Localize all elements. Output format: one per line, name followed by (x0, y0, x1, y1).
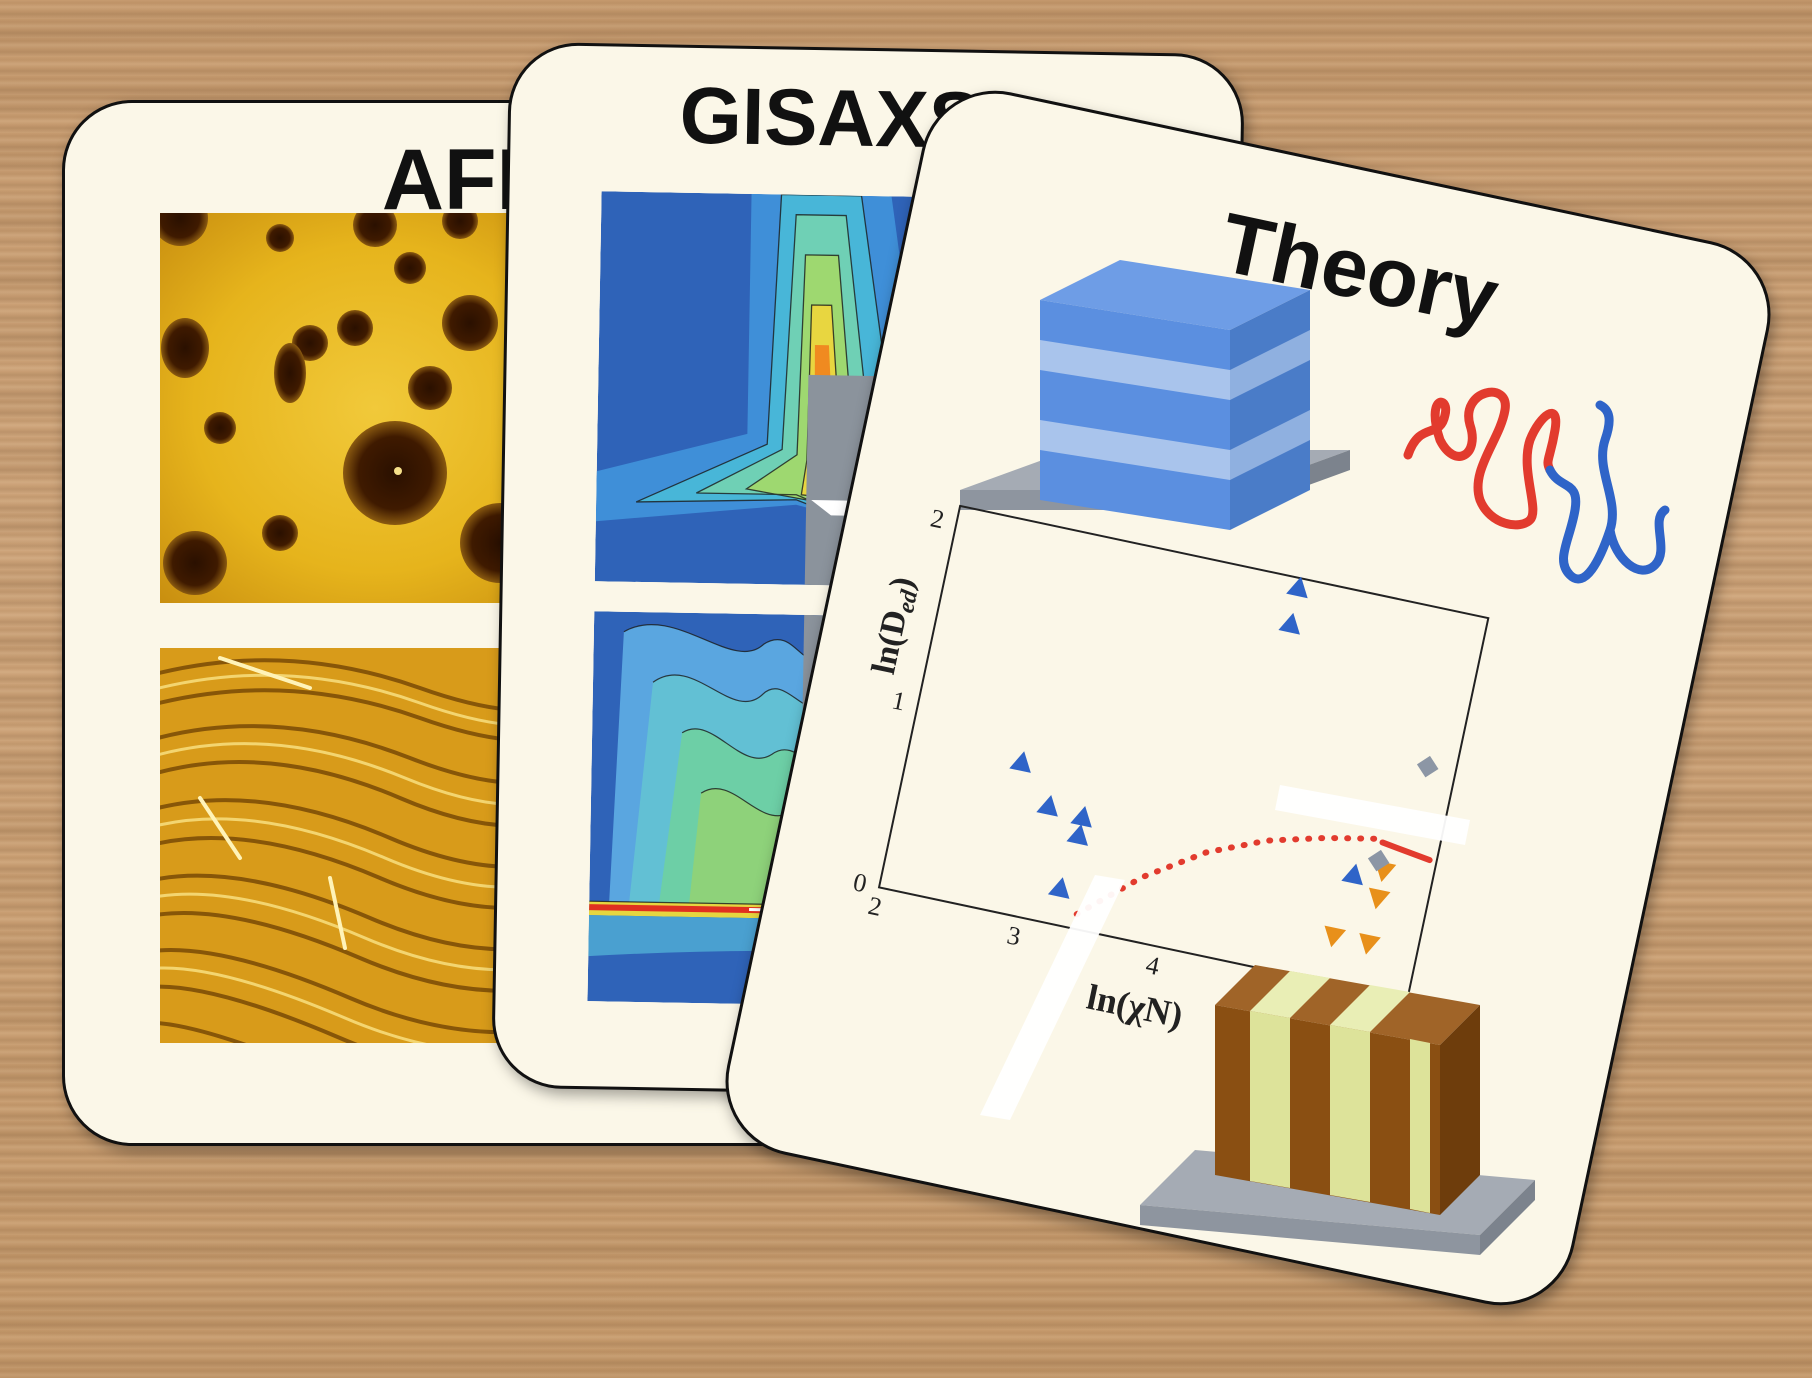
theory-card-title: Theory (1212, 194, 1507, 345)
